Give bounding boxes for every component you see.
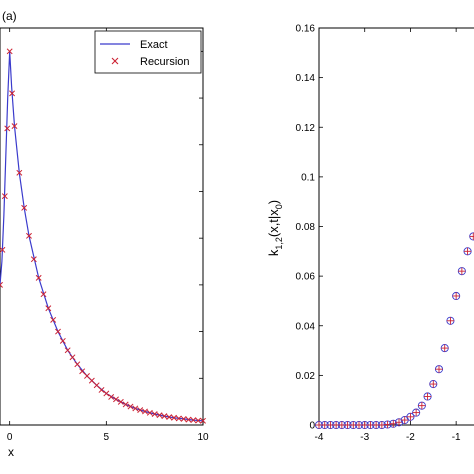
recursion-point [30,256,37,263]
panel-a-plot-area [0,48,206,424]
recursion-point [142,408,148,415]
recursion-point [16,169,23,176]
recursion-point [0,281,3,288]
recursion-point [166,414,173,421]
recursion-point [64,347,71,354]
recursion-point [4,125,11,132]
scatter-point [412,408,421,417]
recursion-point [21,204,28,211]
recursion-point [127,403,134,410]
recursion-point [122,401,129,408]
panel-a-legend: Exact Recursion [94,30,202,74]
recursion-point [185,416,192,423]
scatter-point [423,392,432,401]
recursion-point [35,274,42,281]
recursion-point [9,90,16,97]
recursion-point [45,305,52,312]
legend-recursion-label: Recursion [140,56,190,68]
scatter-point [429,380,438,389]
recursion-point [11,123,18,130]
panel-a-x-label: x [8,445,14,459]
panel-a-label: (a) [2,9,17,23]
recursion-point [156,412,163,419]
recursion-point [1,193,8,200]
recursion-point [146,409,153,416]
recursion-point [79,368,86,375]
recursion-point [88,377,95,384]
panel-b-y-ticks: 0 0.02 0.04 0.06 0.08 0.1 0.12 0.14 0.16 [296,24,323,432]
recursion-point [190,417,197,424]
panel-b-y-tick-label: 0.04 [296,321,316,332]
recursion-point [151,411,158,417]
panel-a-y-ticks [199,50,203,379]
panel-a-x-tick-label: 0 [7,432,13,443]
recursion-point [113,396,119,403]
recursion-point [195,417,202,424]
panel-b-plot-area [314,232,474,430]
panel-b-y-tick-label: 0.16 [296,24,316,35]
recursion-point [200,417,206,424]
panel-b-x-tick-label: -1 [452,432,461,443]
recursion-point [59,337,66,344]
recursion-point [93,382,100,389]
panel-a-x-ticks: 0 5 10 [7,28,209,443]
legend-box [94,30,202,74]
recursion-point [26,232,32,239]
panel-b-y-tick-label: 0.14 [296,73,316,84]
recursion-point [98,387,105,393]
panel-b-frame [318,27,474,426]
recursion-point [137,407,144,414]
panel-b-x-ticks: -4 -3 -2 -1 [315,28,461,443]
panel-b-x-tick-label: -3 [360,432,369,443]
panel-a-x-tick-label: 10 [197,432,209,443]
legend-exact-label: Exact [140,39,168,51]
scatter-point [440,344,449,353]
recursion-point [117,398,124,405]
panel-b-y-tick-label: 0 [309,421,315,432]
panel-b-y-tick-label: 0.12 [296,123,316,134]
scatter-point [417,401,426,410]
recursion-point [40,291,47,298]
panel-a-x-tick-label: 5 [104,432,110,443]
recursion-point [180,415,187,422]
panel-b-x-tick-label: -4 [315,432,324,443]
recursion-point [161,413,168,420]
panel-b-y-tick-label: 0.1 [301,172,315,183]
scatter-point [469,232,474,241]
recursion-point [132,405,139,412]
recursion-point [175,415,182,422]
panel-a-frame [0,27,204,426]
recursion-point [84,373,90,379]
scatter-point [434,365,444,374]
exact-series-line [0,51,204,422]
recursion-point [0,246,6,253]
recursion-point [171,414,177,421]
recursion-point [74,361,81,368]
recursion-point [55,328,61,335]
recursion-point [103,390,110,397]
panel-a: (a) 0 5 10 x Exact Recursion [0,9,209,459]
scatter-point [452,291,461,301]
scatter-point [463,247,472,256]
scatter-point [446,316,455,325]
recursion-point [108,394,115,400]
recursion-point [50,316,57,323]
scatter-point [406,412,415,421]
recursion-point [6,48,13,55]
panel-b-y-tick-label: 0.02 [296,371,316,382]
panel-b: 00.020.040.060.080.10.120.140.16 -4 -3 -2-… [266,24,474,443]
panel-b-x-tick-label: -2 [406,432,415,443]
legend-recursion-swatch [111,57,119,65]
panel-b-y-tick-label: 0.08 [296,222,316,233]
scatter-point [457,267,466,276]
panel-b-y-tick-label: 0.06 [296,272,316,283]
recursion-point [69,354,76,361]
panel-b-y-label: k1,2(x,t|x0) [266,200,284,256]
